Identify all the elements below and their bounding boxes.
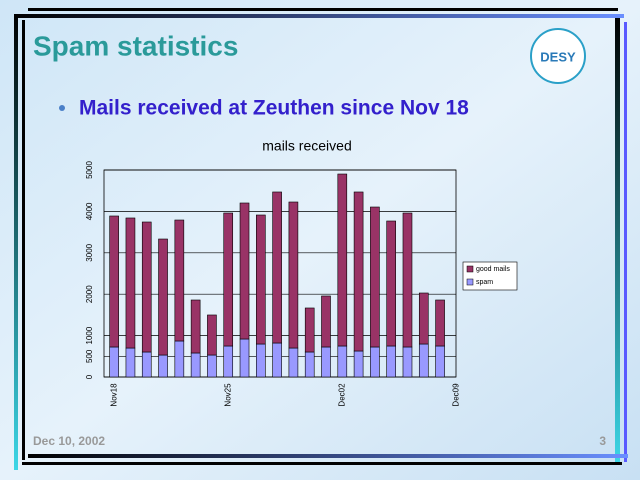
frame-bar (615, 18, 620, 463)
bar (418, 292, 429, 345)
bar (125, 217, 136, 349)
y-tick-label: 1000 (85, 326, 94, 344)
bar (207, 314, 217, 356)
bar (304, 351, 315, 378)
logo (530, 28, 586, 84)
frame-bar (28, 8, 618, 11)
y-tick-label: 3000 (85, 243, 94, 261)
bar (337, 173, 348, 347)
y-tick-label: 2000 (85, 285, 94, 303)
frame-bar (14, 14, 624, 18)
frame-bar (624, 22, 627, 462)
bar (353, 191, 364, 352)
bar (272, 191, 282, 344)
frame-bar (14, 14, 18, 470)
bar (207, 354, 217, 378)
bar (386, 220, 396, 347)
bar (158, 354, 168, 378)
bar (288, 347, 299, 378)
bar (435, 299, 445, 347)
x-tick-label: Dec02 (337, 383, 346, 407)
bar (304, 307, 315, 353)
legend-label: spam (476, 279, 493, 286)
bar (223, 212, 234, 347)
bar (109, 346, 119, 378)
frame-bar (22, 462, 622, 465)
bar (190, 299, 201, 354)
bar (435, 345, 445, 378)
slide-title: Spam statistics (33, 30, 238, 61)
bullet-text: Mails received at Zeuthen since Nov 18 (79, 97, 469, 120)
bar (239, 202, 250, 340)
legend-swatch (466, 265, 474, 273)
footer-date: Dec 10, 2002 (33, 434, 105, 448)
legend-label: good mails (476, 266, 510, 273)
logo-text: DESY (540, 49, 576, 64)
bar (190, 352, 201, 378)
bar (321, 346, 331, 378)
x-tick-label: Nov25 (223, 383, 232, 407)
bar (321, 295, 331, 348)
y-tick-label: 0 (85, 374, 94, 379)
bar (125, 347, 136, 378)
chart: 0 500 1000 2000 3000 4000 5000 Nov18 Nov25 Dec02 D… (85, 161, 518, 407)
bar (402, 346, 413, 378)
bar (174, 219, 185, 342)
y-tick-label: 4000 (85, 202, 94, 220)
bar (239, 338, 250, 378)
bar (353, 350, 364, 378)
bar (418, 343, 429, 378)
frame-bar (28, 454, 628, 458)
bullet-dot (59, 105, 65, 111)
x-tick-label: Nov18 (109, 383, 118, 407)
bar (386, 345, 396, 378)
bar (141, 351, 152, 378)
y-tick-label: 500 (85, 349, 94, 363)
bar (109, 215, 119, 348)
chart-title: mails received (262, 138, 351, 154)
bar (158, 238, 168, 356)
x-tick-label: Dec09 (451, 383, 460, 407)
y-tick-label: 5000 (85, 161, 94, 179)
bar (337, 345, 348, 378)
bar (402, 212, 413, 348)
bar (256, 343, 266, 378)
legend-swatch (466, 278, 474, 286)
frame-bar (22, 20, 25, 460)
bar (223, 345, 234, 378)
page-number: 3 (599, 434, 606, 448)
bar (272, 342, 282, 378)
bar (141, 221, 152, 353)
bar (174, 340, 185, 378)
bar (288, 201, 299, 349)
bar (256, 214, 266, 345)
bar (370, 346, 380, 378)
bar (370, 206, 380, 348)
